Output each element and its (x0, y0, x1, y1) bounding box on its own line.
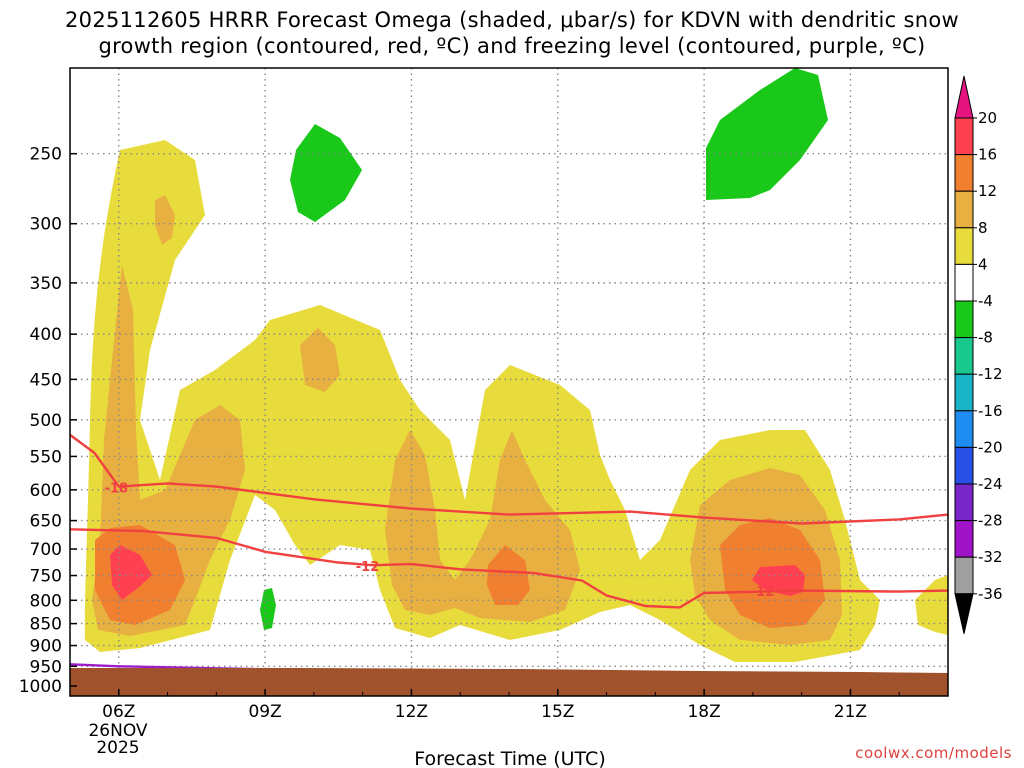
y-tick-label: 450 (30, 370, 62, 390)
x-axis: 06Z 09Z 12Z 15Z 18Z 21Z (69, 689, 949, 722)
colorbar-swatch (954, 556, 974, 595)
y-tick-label: 400 (30, 325, 62, 345)
colorbar-label: 20 (978, 109, 997, 127)
y-tick-label: 1000 (19, 677, 62, 697)
x-tick-label: 18Z (687, 702, 720, 722)
colorbar-label: 8 (978, 219, 988, 237)
chart-title-line-2: growth region (contoured, red, ºC) and f… (98, 34, 926, 58)
colorbar-label: -36 (978, 585, 1003, 603)
colorbar-top-arrow (954, 75, 974, 119)
colorbar-label: -28 (978, 512, 1003, 530)
omega-region-4-8 (84, 140, 880, 662)
colorbar-swatch (954, 410, 974, 448)
x-tick-label: 09Z (248, 702, 281, 722)
contour-line (70, 433, 948, 525)
colorbar-swatch (954, 520, 974, 558)
colorbar-swatch (954, 373, 974, 412)
colorbar-swatch (954, 300, 974, 339)
omega-region-12-16 (487, 545, 530, 605)
chart-title-line-1: 2025112605 HRRR Forecast Omega (shaded, … (65, 8, 959, 32)
omega-region-8-12 (300, 328, 340, 392)
omega-region-8-12 (155, 195, 175, 245)
contour-label: -12 (356, 560, 380, 575)
gridlines (70, 68, 948, 696)
contour-line (70, 528, 948, 609)
y-tick-label: 550 (30, 447, 62, 467)
y-tick-label: 950 (30, 657, 62, 677)
x-tick-label: 21Z (834, 702, 867, 722)
colorbar-label: -4 (978, 292, 993, 310)
y-tick-label: 800 (30, 591, 62, 611)
colorbar-swatch (954, 227, 974, 265)
contour-label: -12 (751, 585, 775, 600)
x-tick-label: 15Z (541, 702, 574, 722)
y-tick-label: 500 (30, 411, 62, 431)
colorbar-label: -20 (978, 438, 1003, 456)
x-date-label-line-1: 26NOV (88, 721, 147, 741)
omega-region-neg4-neg8 (290, 124, 362, 222)
y-tick-label: 350 (30, 274, 62, 294)
x-tick-label: 12Z (395, 702, 428, 722)
colorbar-label: 16 (978, 146, 997, 164)
colorbar: 20 16 12 8 4 -4 -8 -12 -16 -20 -24 -28 -32 -36 (954, 75, 1003, 634)
colorbar-swatch (954, 154, 974, 192)
x-axis-label: Forecast Time (UTC) (414, 748, 605, 768)
y-axis: 2503003504004505005506006507007508008509… (19, 145, 77, 697)
colorbar-label: -8 (978, 329, 993, 347)
x-tick-label: 06Z (102, 702, 135, 722)
colorbar-swatch (954, 483, 974, 522)
colorbar-swatch (954, 190, 974, 229)
watermark: coolwx.com/models (855, 744, 1012, 762)
omega-region-neg4-neg8 (706, 68, 828, 200)
colorbar-swatch (954, 337, 974, 375)
colorbar-swatch (954, 263, 974, 302)
colorbar-bottom-arrow (954, 593, 974, 634)
ground-surface (70, 668, 948, 696)
colorbar-label: -24 (978, 475, 1003, 493)
colorbar-label: 12 (978, 182, 997, 200)
x-date-label-line-2: 2025 (96, 738, 139, 758)
colorbar-label: 4 (978, 255, 988, 273)
omega-region-16-20 (110, 545, 152, 600)
colorbar-label: -12 (978, 365, 1003, 383)
omega-region-neg4-neg8 (260, 588, 276, 630)
y-tick-label: 600 (30, 481, 62, 501)
y-tick-label: 700 (30, 540, 62, 560)
colorbar-label: -32 (978, 548, 1003, 566)
y-tick-label: 850 (30, 615, 62, 635)
omega-region-16-20 (752, 565, 805, 596)
y-tick-label: 250 (30, 145, 62, 165)
y-tick-label: 900 (30, 637, 62, 657)
colorbar-label: -16 (978, 402, 1003, 420)
y-tick-label: 650 (30, 512, 62, 532)
colorbar-swatch (954, 446, 974, 485)
y-tick-label: 300 (30, 215, 62, 235)
y-tick-label: 750 (30, 567, 62, 587)
contour-label: -18 (105, 481, 129, 496)
contour-labels: -18 -12 -12 (105, 481, 775, 600)
colorbar-swatch (954, 117, 974, 156)
